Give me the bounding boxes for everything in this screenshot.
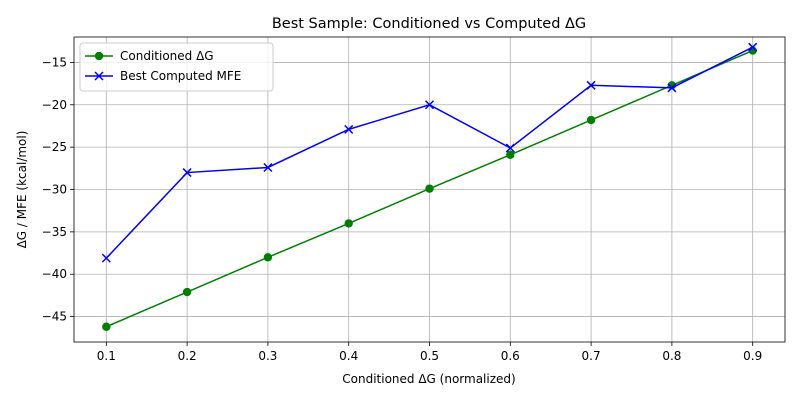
x-tick-label: 0.9 [743,349,762,363]
x-marker-stroke [424,100,435,110]
x-axis-ticks: 0.1 0.2 0.3 0.4 0.5 0.6 0.7 0.8 0.9 [97,342,762,363]
data-point [182,168,192,178]
y-axis-ticks: −45 −40 −35 −30 −25 −20 −15 [42,55,74,324]
series-layer [101,42,758,331]
data-point [102,322,111,331]
legend: Conditioned ΔG Best Computed MFE [79,42,274,92]
legend-marker [94,51,104,61]
x-marker-stroke [667,83,677,93]
series-1 [101,42,758,263]
legend-label: Best Computed MFE [120,69,241,83]
data-point [424,100,435,110]
x-marker-stroke [101,253,111,263]
data-point [505,143,515,153]
x-marker-stroke [344,124,354,134]
x-tick-label: 0.2 [178,349,197,363]
x-marker-stroke [505,143,515,153]
data-point [748,42,758,52]
x-marker-stroke [94,71,104,81]
x-tick-label: 0.7 [582,349,601,363]
data-point [586,115,596,125]
y-tick-label: −40 [42,267,67,281]
y-tick-label: −45 [42,310,67,324]
x-marker-stroke [748,42,758,52]
data-point [263,253,273,262]
data-point [182,287,192,297]
data-point [506,150,515,159]
x-marker-stroke [182,168,192,178]
y-tick-label: −35 [42,225,67,239]
legend-label: Conditioned ΔG [120,49,214,63]
plot-frame [73,36,786,343]
data-point [425,184,434,193]
data-point [344,219,353,228]
x-tick-label: 0.5 [420,349,439,363]
x-tick-label: 0.6 [501,349,520,363]
x-tick-label: 0.1 [97,349,116,363]
data-point [586,80,596,90]
x-tick-label: 0.8 [662,349,681,363]
data-point [344,124,354,134]
data-point [101,253,111,263]
y-axis-label: ΔG / MFE (kcal/mol) [15,131,29,249]
x-axis-label: Conditioned ΔG (normalized) [342,372,515,386]
legend-entry: Best Computed MFE [85,69,241,83]
x-marker-stroke [263,162,273,173]
x-tick-label: 0.4 [339,349,358,363]
legend-entry: Conditioned ΔG [85,49,214,63]
x-tick-label: 0.3 [258,349,277,363]
y-tick-label: −30 [42,183,67,197]
data-point [263,162,273,173]
data-point [667,83,677,93]
x-marker-stroke [586,80,596,90]
y-tick-label: −15 [42,55,67,69]
legend-marker [94,71,104,81]
chart-title: Best Sample: Conditioned vs Computed ΔG [272,16,586,32]
legend-box [79,42,274,92]
y-tick-label: −20 [42,98,67,112]
y-tick-label: −25 [42,140,67,154]
